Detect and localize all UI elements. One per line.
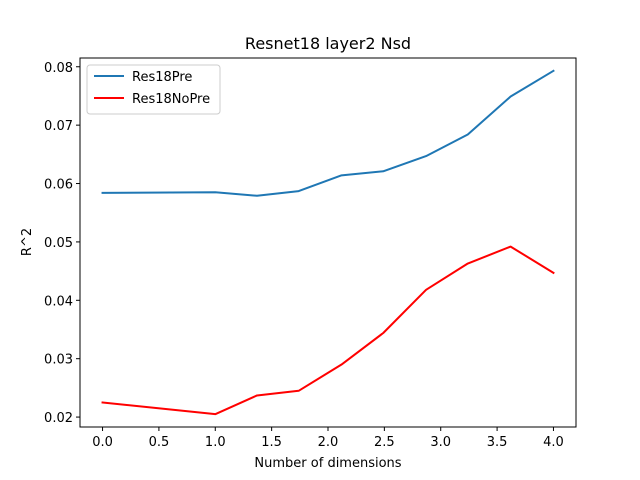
y-tick-label: 0.02 [44,411,73,426]
x-tick-label: 2.0 [318,435,339,450]
y-tick-label: 0.04 [44,294,73,309]
plot-area [80,58,576,427]
series-line-res18nopre [101,245,555,416]
x-tick-label: 2.5 [374,435,395,450]
y-axis-label: R^2 [20,228,35,256]
y-tick-label: 0.08 [44,61,73,76]
series-line-res18pre [101,69,555,197]
series-layer [101,69,555,416]
y-axis-ticks: 0.02 0.03 0.04 0.05 0.06 0.07 0.08 [44,61,80,426]
x-tick-label: 0.5 [149,435,170,450]
chart-title: Resnet18 layer2 Nsd [245,34,411,53]
x-tick-label: 1.5 [261,435,282,450]
plot-frame [79,57,577,428]
x-axis-label: Number of dimensions [254,456,401,471]
x-tick-label: 3.5 [487,435,508,450]
x-axis-ticks: 0.0 0.5 1.0 1.5 2.0 2.5 3.0 3.5 4.0 [92,427,564,450]
legend-label-res18pre: Res18Pre [132,70,192,85]
x-tick-label: 3.0 [430,435,451,450]
legend: Res18Pre Res18NoPre [86,64,221,115]
y-tick-label: 0.06 [44,178,73,193]
x-tick-label: 0.0 [92,435,113,450]
y-tick-label: 0.03 [44,353,73,368]
x-tick-label: 4.0 [543,435,564,450]
legend-label-res18nopre: Res18NoPre [132,92,210,107]
legend-box [86,64,221,115]
y-tick-label: 0.05 [44,236,73,251]
y-tick-label: 0.07 [44,119,73,134]
x-tick-label: 1.0 [205,435,226,450]
